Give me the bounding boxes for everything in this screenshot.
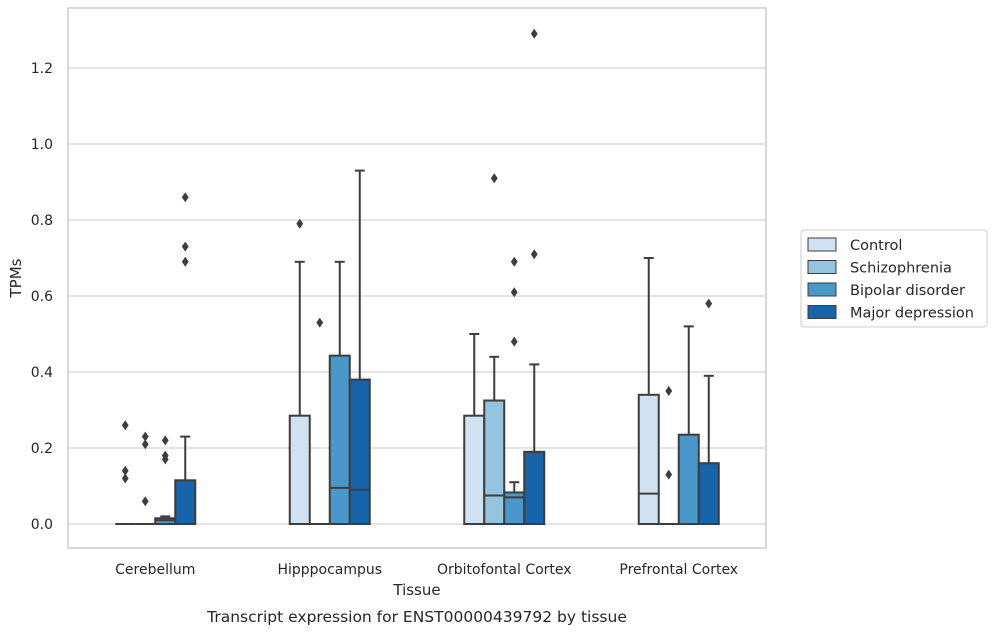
legend-swatch xyxy=(807,237,837,252)
x-tick-labels: Cerebellum Hipppocampus Orbitofontal Corte… xyxy=(115,562,738,578)
y-tick-label: 0.0 xyxy=(31,517,53,533)
outlier-point xyxy=(161,435,169,446)
x-axis-title: Tissue xyxy=(392,581,440,599)
y-tick-label: 0.8 xyxy=(31,213,53,229)
box-body xyxy=(174,479,197,525)
outlier-point xyxy=(121,420,129,431)
y-tick-label: 0.2 xyxy=(31,441,53,457)
outlier-point xyxy=(121,473,129,484)
box-group xyxy=(115,420,136,525)
box-body xyxy=(348,378,371,525)
y-tick-label: 0.4 xyxy=(31,365,53,381)
box-body xyxy=(328,354,351,525)
x-tick-label: Orbitofontal Cortex xyxy=(437,562,572,578)
box-body xyxy=(637,393,660,525)
box-group xyxy=(637,257,660,525)
legend-swatch xyxy=(807,260,837,274)
outlier-point xyxy=(141,496,149,507)
boxes-layer xyxy=(115,28,720,526)
box-group xyxy=(309,317,330,525)
box-group xyxy=(658,386,679,525)
y-tick-label: 1.2 xyxy=(31,61,53,77)
box-body xyxy=(288,414,311,526)
y-gridlines xyxy=(68,67,766,525)
legend-swatch xyxy=(807,282,837,297)
legend-label: Major depression xyxy=(850,306,974,322)
outlier-point xyxy=(141,431,149,442)
outlier-point xyxy=(530,249,538,260)
box-group xyxy=(463,333,486,526)
outlier-point xyxy=(181,256,189,267)
legend-label: Control xyxy=(850,238,902,254)
legend-label: Bipolar disorder xyxy=(850,283,965,299)
outlier-point xyxy=(316,317,324,328)
outlier-point xyxy=(510,336,518,347)
box-group xyxy=(697,298,720,526)
y-tick-label: 0.6 xyxy=(31,289,53,305)
box-group xyxy=(288,218,311,526)
outlier-point xyxy=(510,256,518,267)
box-body xyxy=(483,399,506,525)
outlier-point xyxy=(665,386,673,396)
box-body xyxy=(697,462,720,526)
outlier-point xyxy=(705,298,713,309)
box-group xyxy=(174,192,197,525)
box-group xyxy=(503,256,526,525)
outlier-point xyxy=(181,192,189,203)
legend: Control Schizophrenia Bipolar disorder Majo… xyxy=(800,229,988,328)
x-tick-label: Cerebellum xyxy=(115,562,195,578)
box-group xyxy=(328,260,351,525)
plot-frame xyxy=(67,7,767,549)
legend-label: Schizophrenia xyxy=(850,261,952,277)
outlier-point xyxy=(141,439,149,450)
y-tick-labels: 0.0 0.2 0.4 0.6 0.8 1.0 1.2 xyxy=(31,61,53,533)
outlier-point xyxy=(530,28,538,39)
box-group xyxy=(154,435,177,525)
box-group xyxy=(523,28,546,525)
outlier-point xyxy=(181,241,189,252)
outlier-point xyxy=(121,465,129,476)
outlier-point xyxy=(490,173,498,184)
y-tick-label: 1.0 xyxy=(31,137,53,153)
legend-swatch xyxy=(807,305,837,319)
box-group xyxy=(483,173,506,525)
box-body xyxy=(523,450,546,525)
box-body xyxy=(677,433,700,526)
legend-frame xyxy=(800,229,988,328)
outlier-point xyxy=(161,454,169,465)
x-tick-label: Prefrontal Cortex xyxy=(619,562,738,578)
box-group xyxy=(677,325,700,526)
chart-caption: Transcript expression for ENST0000043979… xyxy=(206,608,627,626)
outlier-point xyxy=(296,218,304,229)
x-tick-label: Hipppocampus xyxy=(277,562,382,578)
box-group xyxy=(348,169,371,525)
outlier-point xyxy=(510,287,518,298)
y-axis-title: TPMs xyxy=(7,258,25,298)
box-body xyxy=(463,414,486,526)
box-group xyxy=(135,431,156,525)
outlier-point xyxy=(665,469,673,480)
